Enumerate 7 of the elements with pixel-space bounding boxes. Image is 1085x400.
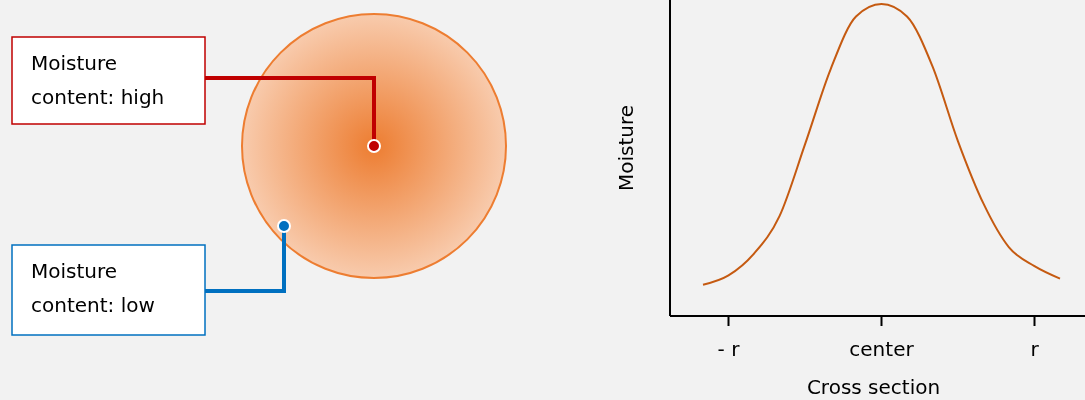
y-axis-title: Moisture	[614, 104, 638, 192]
text: Moisture content: high	[31, 51, 165, 109]
text: Moisture content: low	[31, 259, 155, 317]
x-tick-label: - r	[717, 337, 741, 361]
x-tick-label: r	[1030, 337, 1040, 361]
x-tick-label: center	[849, 337, 915, 361]
x-axis-title: Cross section	[806, 375, 941, 399]
